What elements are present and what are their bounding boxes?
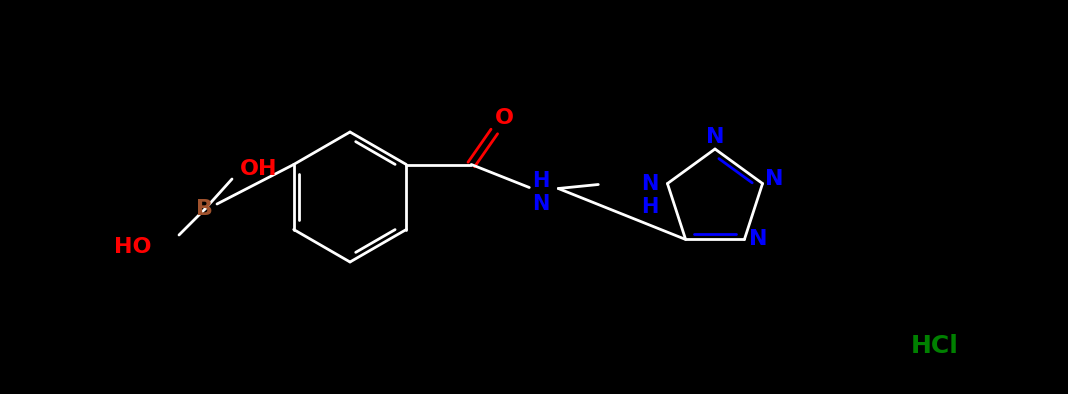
Text: OH: OH [240, 159, 278, 179]
Text: O: O [494, 108, 514, 128]
Text: HCl: HCl [911, 334, 959, 358]
Text: N
H: N H [641, 174, 658, 217]
Text: H
N: H N [533, 171, 550, 214]
Text: N: N [706, 127, 724, 147]
Text: N: N [766, 169, 784, 189]
Text: B: B [197, 199, 214, 219]
Text: N: N [749, 229, 768, 249]
Text: HO: HO [114, 237, 152, 257]
